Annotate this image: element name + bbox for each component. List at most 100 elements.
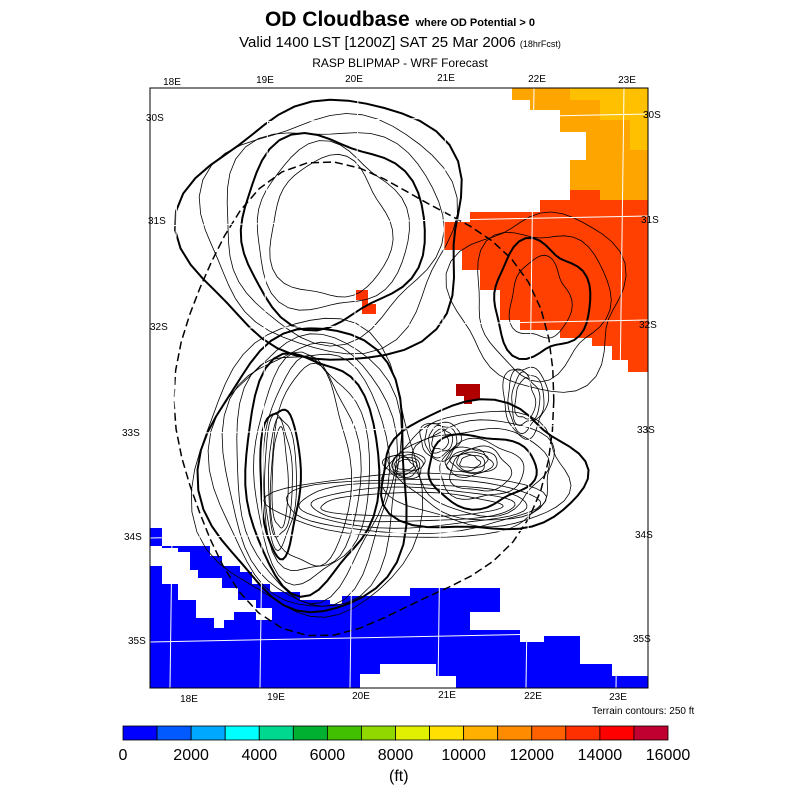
top-lon-label-23e: 23E [618, 75, 636, 86]
terrain-contour-31 [396, 458, 415, 471]
terrain-contour-33 [391, 455, 421, 476]
parallel-line-2 [149, 319, 649, 331]
terrain-contour-40 [444, 446, 498, 478]
terrain-contours [173, 98, 627, 637]
meridian-line-2 [349, 87, 359, 689]
terrain-contour-46 [511, 371, 541, 426]
terrain-contour-36 [459, 454, 482, 469]
left-lat-label-31s: 31S [148, 216, 166, 227]
meridian-line-4 [525, 87, 535, 689]
terrain-contour-52 [259, 408, 302, 561]
right-lat-label-34s: 34S [635, 530, 653, 541]
terrain-contour-32 [394, 456, 418, 473]
lat-lon-grid [149, 87, 649, 689]
terrain-contour-24 [226, 132, 445, 347]
forecast-hours-note: (18hrFcst) [519, 39, 561, 49]
terrain-contour-26 [174, 98, 463, 361]
top-lon-label-18e: 18E [163, 77, 181, 88]
left-lat-label-34s: 34S [124, 532, 142, 543]
terrain-contour-44 [419, 421, 462, 462]
meridian-line-1 [259, 87, 269, 689]
top-lon-label-21e: 21E [437, 73, 455, 84]
meridian-line-0 [169, 87, 179, 689]
left-lat-label-35s: 35S [128, 636, 146, 647]
terrain-contour-41 [431, 428, 450, 450]
terrain-contour-2 [253, 351, 370, 586]
meridian-line-3 [437, 87, 447, 689]
blue-region-southeast [456, 630, 648, 688]
top-lon-label-19e: 19E [256, 75, 274, 86]
terrain-contour-29 [477, 231, 612, 383]
terrain-contour-note: Terrain contours: 250 ft [592, 706, 695, 717]
blue-region-southwest [150, 528, 490, 676]
right-lat-label-35s: 35S [633, 634, 651, 645]
right-lat-label-33s: 33S [637, 425, 655, 436]
cloudbase-fills [150, 88, 648, 688]
map-frame [149, 87, 649, 689]
left-lat-label-30s: 30S [146, 113, 164, 124]
top-lon-label-20e: 20E [345, 74, 363, 85]
terrain-contour-25 [198, 113, 458, 355]
valid-time-line: Valid 1400 LST [1200Z] SAT 25 Mar 2006 (… [0, 34, 800, 51]
terrain-contour-38 [449, 451, 489, 473]
blue-region-south [150, 546, 360, 688]
bottom-lon-label-22e: 22E [524, 691, 542, 702]
orange-red-region-northeast [444, 190, 648, 372]
bottom-lon-label-21e: 21E [438, 690, 456, 701]
right-lat-label-32s: 32S [639, 320, 657, 331]
terrain-contour-34 [387, 454, 424, 478]
terrain-contour-53 [173, 161, 555, 637]
bottom-lon-label-20e: 20E [352, 691, 370, 702]
colorbar-units: (ft) [389, 768, 409, 785]
terrain-contour-18 [298, 482, 528, 529]
terrain-contour-6 [207, 333, 403, 607]
terrain-contour-17 [310, 486, 516, 523]
parallel-line-5 [149, 631, 649, 643]
right-lat-label-31s: 31S [641, 215, 659, 226]
terrain-contour-35 [381, 451, 426, 479]
terrain-contour-28 [493, 236, 592, 361]
terrain-contour-43 [424, 422, 458, 459]
valid-time-text: Valid 1400 LST [1200Z] SAT 25 Mar 2006 [239, 34, 516, 51]
terrain-contour-50 [268, 417, 293, 538]
terrain-contour-4 [236, 353, 391, 605]
terrain-contour-16 [320, 491, 504, 518]
terrain-contour-9 [449, 445, 513, 492]
terrain-contour-47 [507, 368, 545, 435]
terrain-contour-42 [428, 424, 454, 454]
terrain-contour-8 [190, 317, 424, 618]
left-lat-label-33s: 33S [122, 428, 140, 439]
right-lat-label-30s: 30S [643, 110, 661, 121]
title-main: OD Cloudbase [264, 8, 410, 31]
terrain-contour-10 [439, 437, 525, 500]
terrain-contour-23 [239, 131, 426, 332]
parallel-line-3 [149, 423, 649, 435]
dark-red-spot-central [456, 384, 480, 404]
parallel-line-1 [149, 215, 649, 227]
terrain-contour-0 [269, 362, 353, 567]
blue-region-coast [342, 588, 500, 622]
parallel-line-4 [149, 527, 649, 539]
red-orange-spot-central [356, 290, 376, 314]
terrain-contour-7 [196, 327, 408, 614]
terrain-contour-51 [264, 413, 297, 552]
terrain-contour-30 [445, 211, 627, 393]
yellow-region-far-corner [570, 88, 648, 150]
left-lat-label-32s: 32S [150, 322, 168, 333]
terrain-contour-49 [271, 426, 289, 529]
terrain-contour-22 [256, 140, 410, 311]
terrain-contour-3 [244, 352, 381, 598]
bottom-lon-label-19e: 19E [267, 692, 285, 703]
bottom-lon-label-23e: 23E [609, 692, 627, 703]
terrain-contour-27 [508, 254, 573, 339]
terrain-contour-37 [456, 453, 486, 472]
top-lon-label-22e: 22E [528, 74, 546, 85]
map-subtitle: RASP BLIPMAP - WRF Forecast [312, 56, 488, 70]
terrain-contour-20 [263, 472, 547, 538]
title-note: where OD Potential > 0 [415, 17, 536, 29]
map-title: OD Cloudbase where OD Potential > 0 [0, 8, 800, 32]
terrain-contour-5 [221, 341, 398, 607]
bottom-lon-label-18e: 18E [180, 694, 198, 705]
terrain-contour-19 [286, 478, 541, 534]
